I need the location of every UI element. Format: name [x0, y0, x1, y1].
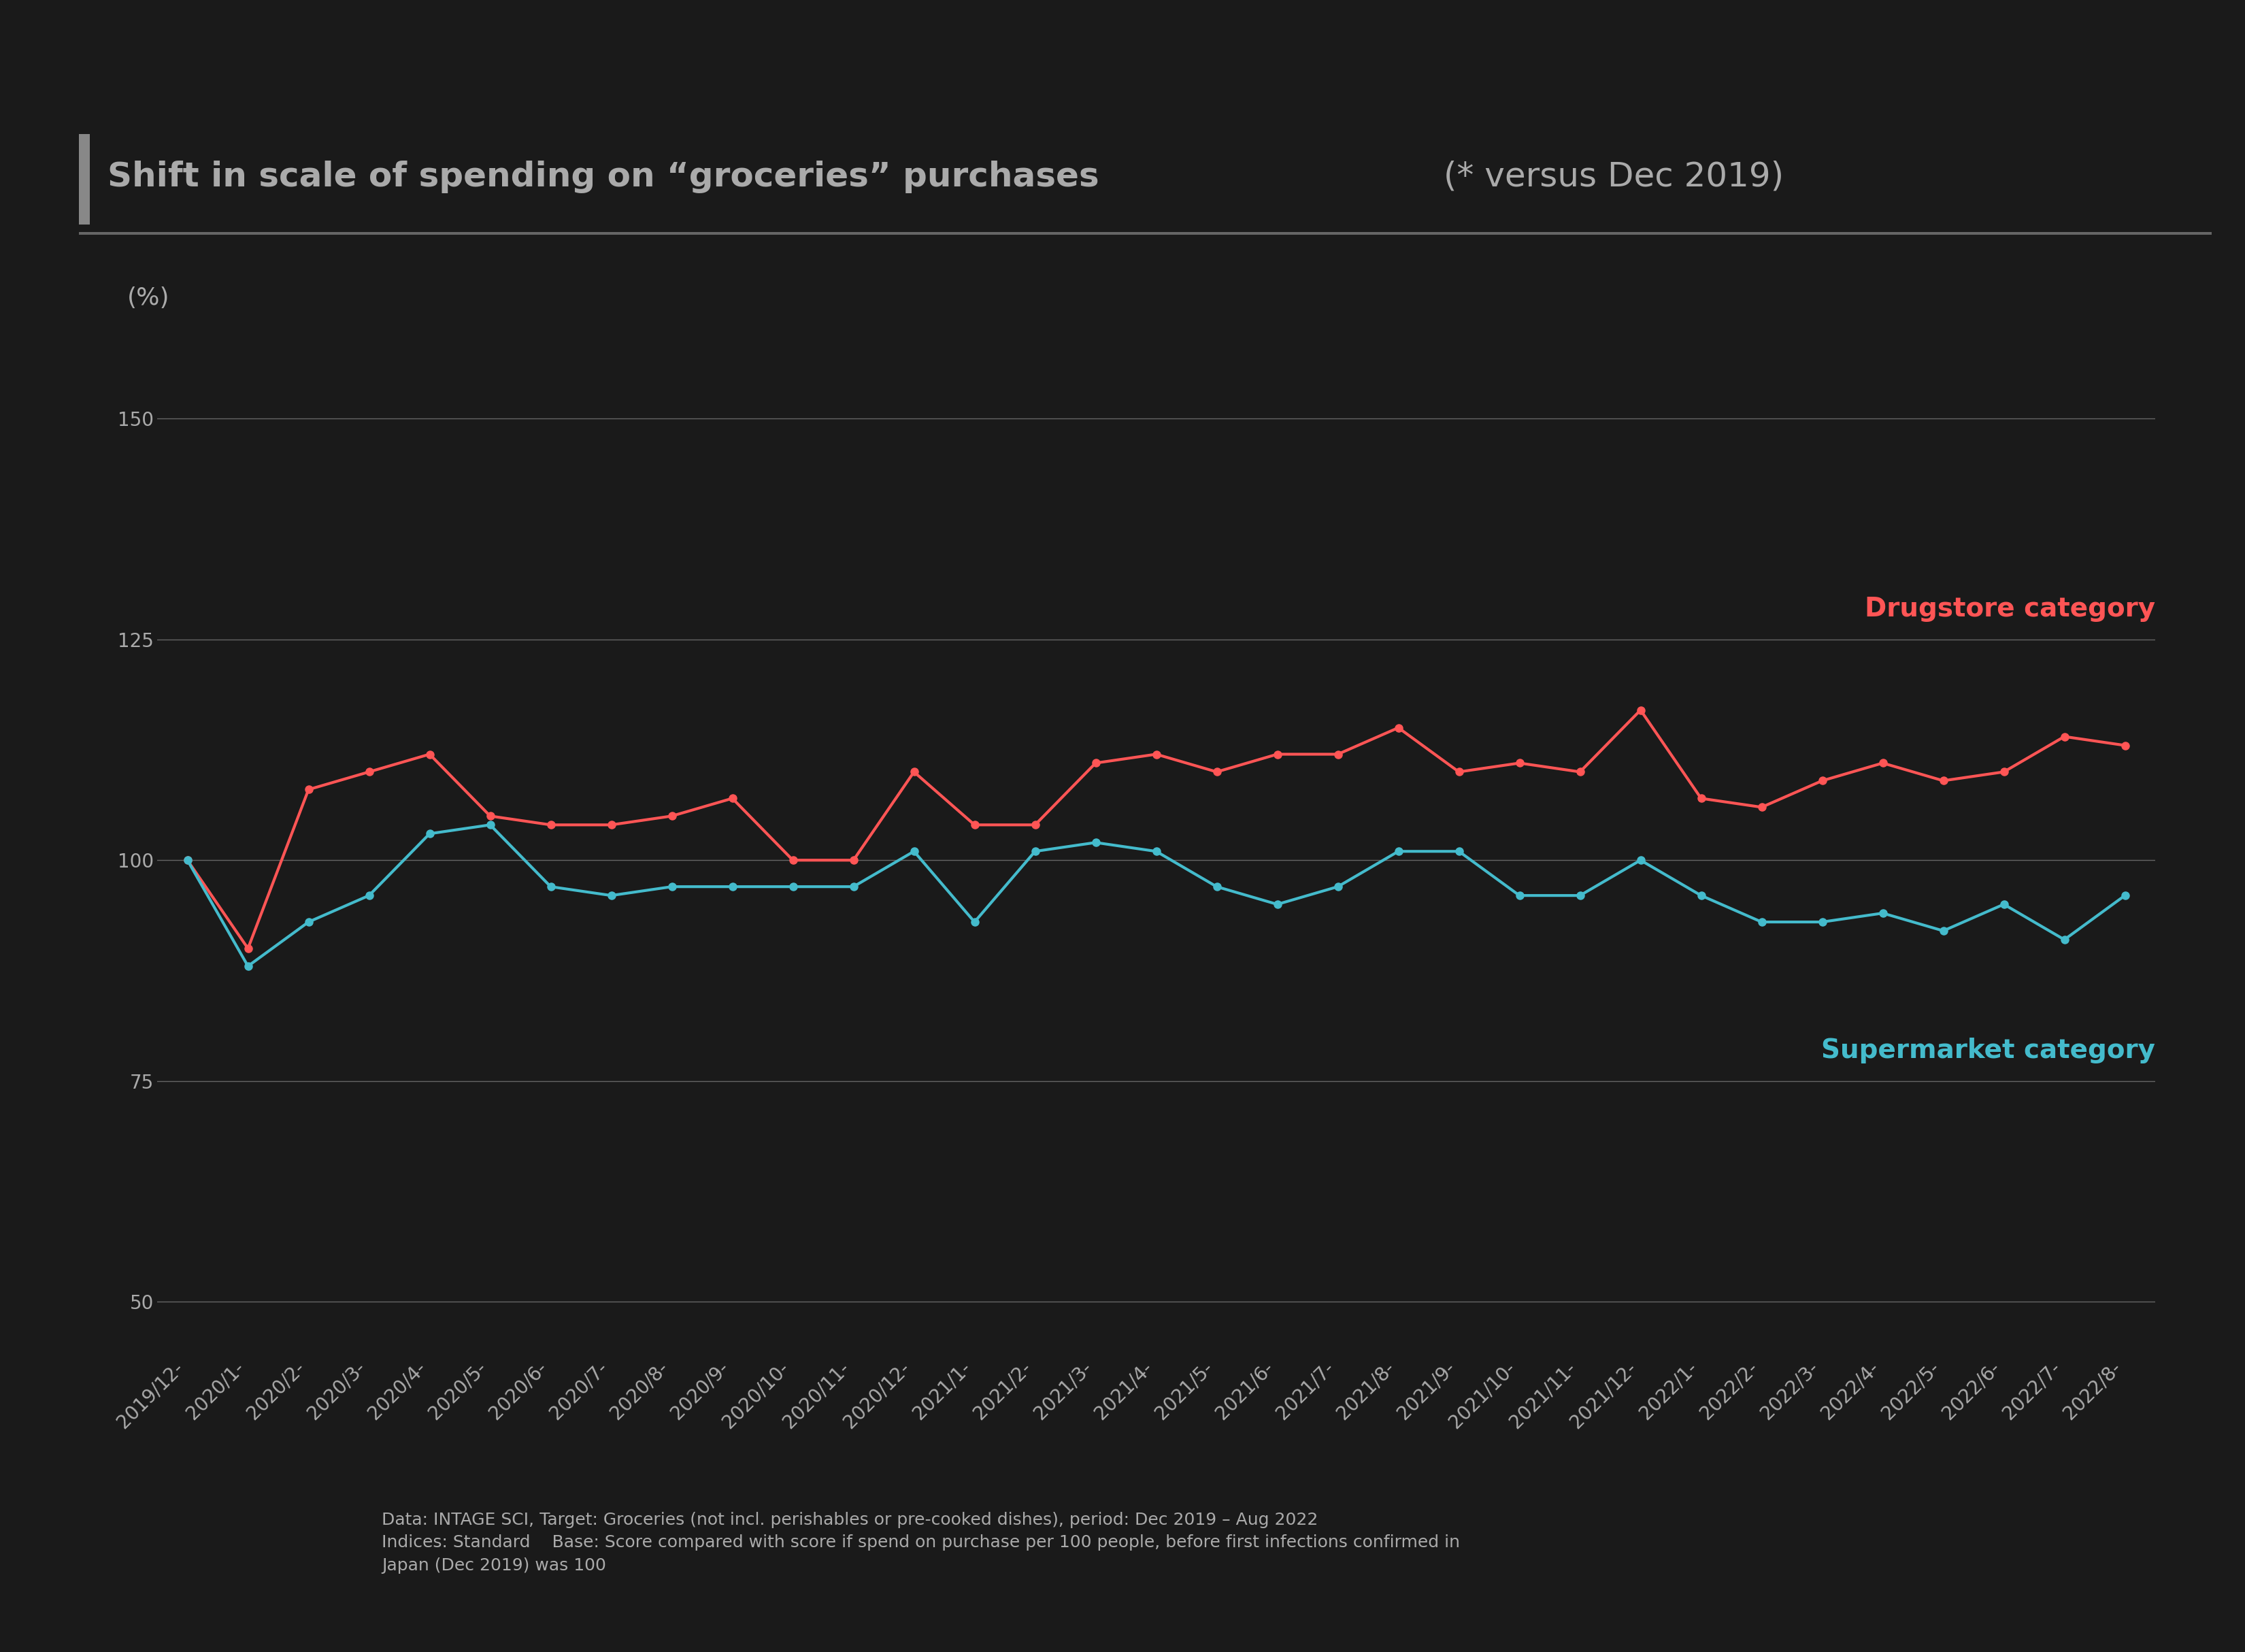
Text: Drugstore category: Drugstore category — [1866, 596, 2155, 621]
Text: Data: INTAGE SCI, Target: Groceries (not incl. perishables or pre-cooked dishes): Data: INTAGE SCI, Target: Groceries (not… — [382, 1512, 1459, 1573]
Text: (%): (%) — [128, 287, 171, 311]
Text: Shift in scale of spending on “groceries” purchases: Shift in scale of spending on “groceries… — [108, 160, 1111, 193]
Text: Supermarket category: Supermarket category — [1821, 1037, 2155, 1064]
Text: (* versus Dec 2019): (* versus Dec 2019) — [1444, 160, 1785, 193]
